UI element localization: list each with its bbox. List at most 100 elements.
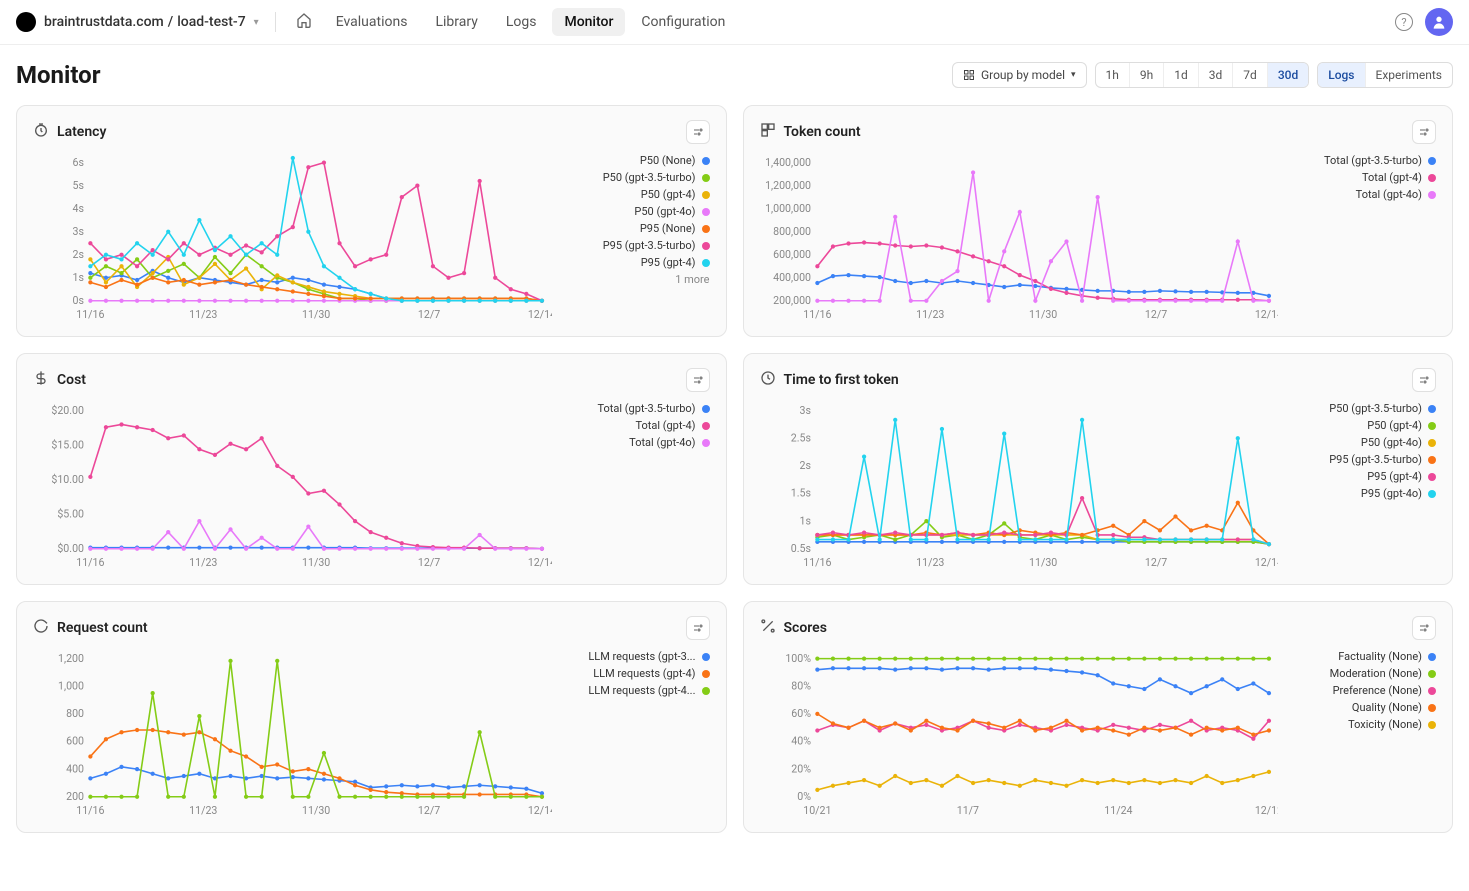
legend-item[interactable]: P95 (None) (560, 220, 710, 237)
legend-item[interactable]: P50 (gpt-4o) (560, 203, 710, 220)
svg-text:$0.00: $0.00 (57, 542, 84, 555)
svg-text:12/14: 12/14 (528, 308, 552, 321)
svg-text:2.5s: 2.5s (790, 431, 810, 444)
nav-tab-configuration[interactable]: Configuration (629, 8, 737, 36)
card-cost: Cost $0.00$5.00$10.00$15.00$20.0011/1611… (16, 353, 727, 585)
cost-icon (33, 370, 49, 390)
legend-item[interactable]: P50 (gpt-4o) (1286, 434, 1436, 451)
time-range-9h[interactable]: 9h (1130, 63, 1164, 87)
legend-more[interactable]: 1 more (560, 271, 710, 286)
legend: LLM requests (gpt-3...LLM requests (gpt-… (560, 648, 710, 822)
svg-text:12/12: 12/12 (1254, 804, 1278, 817)
legend-item[interactable]: P50 (gpt-4) (560, 186, 710, 203)
card-settings-button[interactable] (1412, 616, 1436, 640)
chart-latency[interactable]: 0s1s2s3s4s5s6s11/1611/2311/3012/712/14 (33, 152, 552, 326)
card-title: Time to first token (784, 372, 899, 388)
legend-item[interactable]: Total (gpt-4o) (1286, 186, 1436, 203)
legend-item[interactable]: LLM requests (gpt-4... (560, 682, 710, 699)
svg-text:1,000: 1,000 (58, 679, 84, 692)
svg-text:100%: 100% (785, 652, 811, 665)
svg-text:2s: 2s (73, 248, 84, 261)
legend: Total (gpt-3.5-turbo)Total (gpt-4)Total … (1286, 152, 1436, 326)
svg-text:0s: 0s (73, 294, 84, 307)
svg-text:12/7: 12/7 (418, 556, 440, 569)
svg-text:400,000: 400,000 (773, 271, 811, 284)
legend-item[interactable]: P95 (gpt-3.5-turbo) (560, 237, 710, 254)
svg-text:11/16: 11/16 (803, 308, 831, 321)
svg-text:0.5s: 0.5s (790, 542, 810, 555)
card-settings-button[interactable] (1412, 120, 1436, 144)
svg-text:11/7: 11/7 (956, 804, 978, 817)
legend-item[interactable]: Toxicity (None) (1286, 716, 1436, 733)
svg-text:60%: 60% (791, 707, 811, 720)
svg-text:12/7: 12/7 (1144, 556, 1166, 569)
logo[interactable] (16, 12, 36, 32)
chart-request_count[interactable]: 2004006008001,0001,20011/1611/2311/3012/… (33, 648, 552, 822)
card-settings-button[interactable] (686, 120, 710, 144)
svg-text:3s: 3s (799, 404, 810, 417)
group-by-button[interactable]: Group by model ▾ (952, 62, 1087, 88)
request_count-icon (33, 618, 49, 638)
home-icon[interactable] (292, 8, 316, 36)
legend-item[interactable]: Moderation (None) (1286, 665, 1436, 682)
legend-item[interactable]: Total (gpt-4) (560, 417, 710, 434)
time-range-30d[interactable]: 30d (1268, 63, 1308, 87)
nav-tab-library[interactable]: Library (423, 8, 489, 36)
avatar[interactable] (1425, 8, 1453, 36)
legend-item[interactable]: P95 (gpt-4) (1286, 468, 1436, 485)
legend-item[interactable]: P50 (gpt-3.5-turbo) (560, 169, 710, 186)
legend-item[interactable]: Quality (None) (1286, 699, 1436, 716)
time-range-3d[interactable]: 3d (1199, 63, 1234, 87)
legend-item[interactable]: LLM requests (gpt-4) (560, 665, 710, 682)
card-latency: Latency 0s1s2s3s4s5s6s11/1611/2311/3012/… (16, 105, 727, 337)
time-range-7d[interactable]: 7d (1233, 63, 1268, 87)
legend-item[interactable]: P50 (None) (560, 152, 710, 169)
time-range-1d[interactable]: 1d (1164, 63, 1199, 87)
svg-text:6s: 6s (73, 156, 84, 169)
svg-text:11/16: 11/16 (803, 556, 831, 569)
svg-text:12/7: 12/7 (418, 308, 440, 321)
scores-icon (760, 618, 776, 638)
legend-item[interactable]: Total (gpt-3.5-turbo) (560, 400, 710, 417)
legend-item[interactable]: P95 (gpt-4) (560, 254, 710, 271)
chart-cost[interactable]: $0.00$5.00$10.00$15.00$20.0011/1611/2311… (33, 400, 552, 574)
svg-text:11/16: 11/16 (76, 308, 104, 321)
legend-item[interactable]: Preference (None) (1286, 682, 1436, 699)
card-ttft: Time to first token 0.5s1s1.5s2s2.5s3s11… (743, 353, 1454, 585)
svg-text:1s: 1s (73, 271, 84, 284)
chart-token_count[interactable]: 200,000400,000600,000800,0001,000,0001,2… (760, 152, 1279, 326)
card-title: Scores (784, 620, 827, 636)
card-settings-button[interactable] (686, 616, 710, 640)
legend: P50 (gpt-3.5-turbo)P50 (gpt-4)P50 (gpt-4… (1286, 400, 1436, 574)
svg-text:12/14: 12/14 (528, 556, 552, 569)
nav-tab-monitor[interactable]: Monitor (552, 8, 625, 36)
view-logs[interactable]: Logs (1318, 63, 1365, 87)
divider (275, 12, 276, 32)
card-token_count: Token count 200,000400,000600,000800,000… (743, 105, 1454, 337)
chart-scores[interactable]: 0%20%40%60%80%100%10/2111/711/2412/12 (760, 648, 1279, 822)
legend-item[interactable]: Total (gpt-4) (1286, 169, 1436, 186)
breadcrumb-org: braintrustdata.com (44, 14, 164, 30)
nav-tab-logs[interactable]: Logs (494, 8, 549, 36)
legend-item[interactable]: Total (gpt-4o) (560, 434, 710, 451)
legend-item[interactable]: P95 (gpt-3.5-turbo) (1286, 451, 1436, 468)
legend-item[interactable]: P50 (gpt-4) (1286, 417, 1436, 434)
svg-text:12/14: 12/14 (1254, 556, 1278, 569)
help-icon[interactable]: ? (1395, 13, 1413, 31)
nav-tab-evaluations[interactable]: Evaluations (324, 8, 420, 36)
card-settings-button[interactable] (686, 368, 710, 392)
legend-item[interactable]: P50 (gpt-3.5-turbo) (1286, 400, 1436, 417)
svg-text:80%: 80% (791, 679, 811, 692)
breadcrumb[interactable]: braintrustdata.com / load-test-7 ▾ (44, 14, 259, 30)
time-range-1h[interactable]: 1h (1096, 63, 1130, 87)
card-settings-button[interactable] (1412, 368, 1436, 392)
legend-item[interactable]: Total (gpt-3.5-turbo) (1286, 152, 1436, 169)
svg-text:$20.00: $20.00 (51, 404, 84, 417)
chart-ttft[interactable]: 0.5s1s1.5s2s2.5s3s11/1611/2311/3012/712/… (760, 400, 1279, 574)
legend-item[interactable]: P95 (gpt-4o) (1286, 485, 1436, 502)
view-experiments[interactable]: Experiments (1366, 63, 1453, 87)
legend-item[interactable]: Factuality (None) (1286, 648, 1436, 665)
ttft-icon (760, 370, 776, 390)
chevron-down-icon[interactable]: ▾ (254, 17, 259, 28)
legend-item[interactable]: LLM requests (gpt-3... (560, 648, 710, 665)
